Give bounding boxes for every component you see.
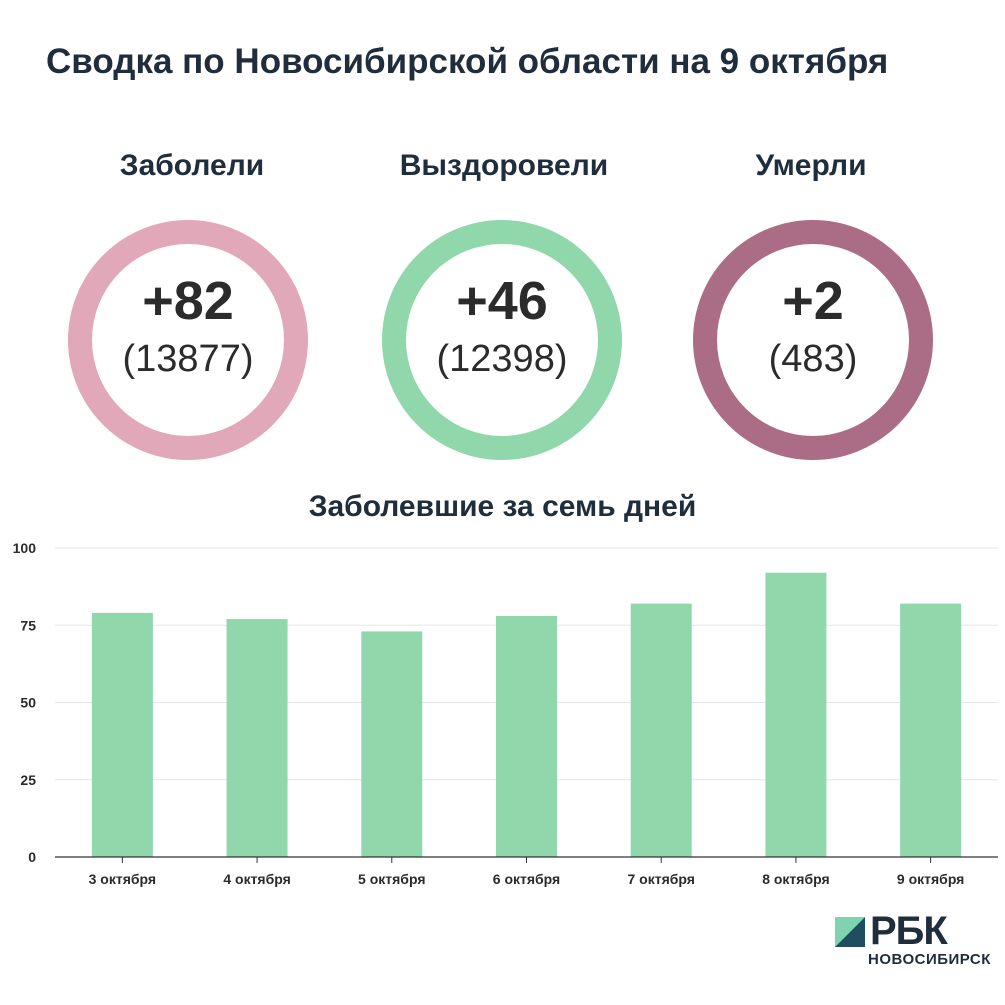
logo-city: НОВОСИБИРСК xyxy=(868,951,991,968)
ring-recovered: +46 (12398) xyxy=(382,220,622,460)
ring-infected: +82 (13877) xyxy=(68,220,308,460)
bar xyxy=(361,631,423,857)
y-tick-label: 0 xyxy=(28,849,36,865)
stat-label: Выздоровели xyxy=(399,149,609,182)
total-value: (12398) xyxy=(436,338,568,380)
logo-brand: РБК xyxy=(870,909,948,953)
bar xyxy=(91,612,153,857)
page-title: Сводка по Новосибирской области на 9 окт… xyxy=(46,42,889,81)
total-value: (13877) xyxy=(122,338,254,380)
bar xyxy=(496,615,557,857)
ring-circle xyxy=(693,220,933,460)
logo-mark-icon xyxy=(835,917,865,947)
y-tick-label: 50 xyxy=(20,695,36,711)
ring-deaths: +2 (483) xyxy=(693,220,933,460)
x-tick-label: 6 октября xyxy=(493,871,560,887)
y-tick-label: 75 xyxy=(20,617,36,633)
x-tick-label: 8 октября xyxy=(762,871,829,887)
ring-circle xyxy=(382,220,622,460)
bar xyxy=(630,603,692,857)
bar xyxy=(900,603,962,857)
delta-value: +46 xyxy=(456,271,548,331)
x-tick-label: 7 октября xyxy=(627,871,694,887)
total-value: (483) xyxy=(768,338,858,380)
ring-circle xyxy=(68,220,308,460)
ring-stroke xyxy=(693,220,933,460)
rbc-logo: РБК НОВОСИБИРСК xyxy=(835,909,995,975)
stat-recovered: Выздоровели xyxy=(354,145,654,187)
bar-chart: 0 25 50 75 100 3 октября 4 октября 5 октября 6 о… xyxy=(13,540,998,887)
stat-label: Заболели xyxy=(119,149,265,182)
x-tick-label: 9 октября xyxy=(897,871,964,887)
stat-label: Умерли xyxy=(755,149,867,182)
ring-stroke xyxy=(382,220,622,460)
bar xyxy=(226,619,288,857)
stat-infected: Заболели xyxy=(42,145,342,187)
chart-title: Заболевшие за семь дней xyxy=(308,490,697,523)
delta-value: +2 xyxy=(782,271,844,331)
ring-stroke xyxy=(68,220,308,460)
x-tick-label: 3 октября xyxy=(89,871,156,887)
x-tick-label: 5 октября xyxy=(358,871,425,887)
bar xyxy=(765,572,827,857)
y-tick-label: 100 xyxy=(13,540,37,556)
stat-deaths: Умерли xyxy=(661,145,961,187)
delta-value: +82 xyxy=(142,271,234,331)
y-tick-label: 25 xyxy=(20,772,36,788)
x-tick-label: 4 октября xyxy=(223,871,290,887)
